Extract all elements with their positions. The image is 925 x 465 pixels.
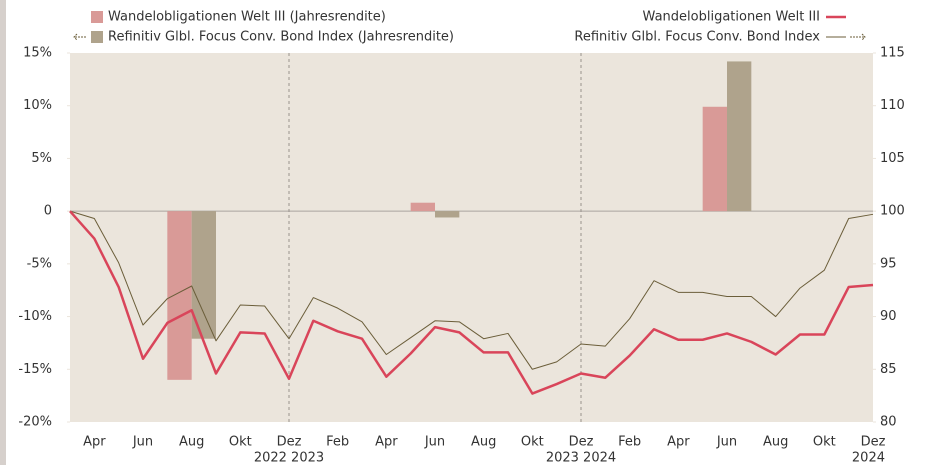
legend-label: Refinitiv Glbl. Focus Conv. Bond Index (… — [108, 30, 454, 45]
x-tick-label: Feb — [618, 435, 641, 450]
legend-label: Refinitiv Glbl. Focus Conv. Bond Index — [574, 30, 820, 45]
line — [69, 210, 874, 370]
legend-label: Wandelobligationen Welt III (Jahresrendi… — [108, 10, 386, 25]
legend — [73, 33, 866, 41]
x-tick-label: Okt — [521, 435, 544, 450]
x-tick-label: Apr — [83, 435, 106, 450]
y2-tick-label: 105 — [880, 151, 905, 166]
bar — [167, 211, 192, 380]
arrow-left — [73, 33, 86, 41]
x-tick-label: Dez — [277, 435, 302, 450]
x-tick-label: Apr — [667, 435, 690, 450]
y-tick-label: 0 — [44, 204, 52, 219]
y-tick-label: 15% — [23, 46, 52, 61]
x-tick-label: Feb — [326, 435, 349, 450]
year-label: 2024 — [852, 451, 885, 465]
y-tick-label: -15% — [18, 362, 52, 377]
x-tick-label: Aug — [763, 435, 788, 450]
legend-label: Wandelobligationen Welt III — [643, 10, 820, 25]
bar — [727, 61, 752, 212]
y-tick-label: -10% — [18, 309, 52, 324]
x-tick-label: Jun — [132, 435, 153, 450]
x-tick-label: Dez — [569, 435, 594, 450]
bar — [702, 106, 727, 212]
year-label: 2022 2023 — [254, 451, 324, 465]
y-tick-label: 5% — [31, 151, 52, 166]
y2-tick-label: 90 — [880, 309, 897, 324]
y2-tick-label: 95 — [880, 256, 897, 271]
x-tick-label: Apr — [375, 435, 398, 450]
legend-swatch — [91, 31, 103, 43]
x-tick-label: Okt — [813, 435, 836, 450]
x-tick-label: Aug — [179, 435, 204, 450]
y-tick-label: 10% — [23, 98, 52, 113]
x-tick-label: Okt — [229, 435, 252, 450]
x-tick-label: Dez — [861, 435, 886, 450]
x-tick-label: Jun — [716, 435, 737, 450]
legend-swatch — [91, 11, 103, 23]
arrow-right — [850, 33, 866, 41]
year-label: 2023 2024 — [546, 451, 616, 465]
line — [69, 210, 874, 395]
y2-tick-label: 110 — [880, 98, 905, 113]
y-tick-label: -20% — [18, 415, 52, 430]
x-tick-label: Aug — [471, 435, 496, 450]
bar — [410, 202, 435, 212]
y2-tick-label: 80 — [880, 415, 897, 430]
y-tick-label: -5% — [27, 256, 52, 271]
bar — [435, 211, 460, 218]
x-tick-label: Jun — [424, 435, 445, 450]
y2-tick-label: 85 — [880, 362, 897, 377]
edge-strip — [0, 0, 6, 465]
y2-tick-label: 100 — [880, 204, 905, 219]
y2-tick-label: 115 — [880, 46, 905, 61]
